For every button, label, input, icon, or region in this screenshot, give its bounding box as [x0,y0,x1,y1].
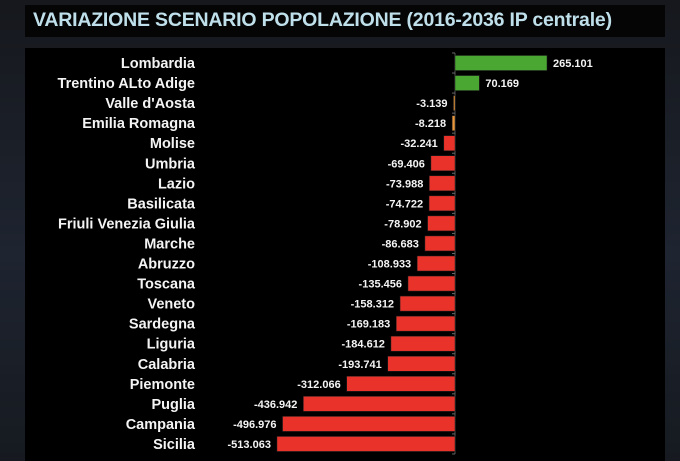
category-label: Liguria [147,337,196,353]
data-label: -8.218 [415,118,446,130]
data-label: -312.066 [297,379,340,391]
category-label: Toscana [137,277,196,293]
bar [407,275,456,292]
bar [399,295,456,312]
category-label: Molise [150,136,195,152]
bar [416,255,456,272]
data-label: -69.406 [388,158,425,170]
bar [390,335,456,352]
data-label: 265.101 [553,58,593,70]
data-label: -513.063 [228,439,271,451]
bar [454,55,548,71]
data-label: -74.722 [386,198,423,210]
data-label: -158.312 [351,299,394,311]
data-label: -78.902 [384,218,421,230]
category-label: Friuli Venezia Giulia [58,216,196,232]
data-label: -193.741 [338,359,381,371]
bar [453,95,456,111]
bar [282,416,456,432]
category-label: Sicilia [153,437,196,453]
category-label: Lombardia [121,56,196,72]
bar [430,155,456,171]
category-label: Emilia Romagna [82,116,196,132]
title-bar: VARIAZIONE SCENARIO POPOLAZIONE (2016-20… [25,5,665,37]
category-label: Marche [144,236,195,252]
data-label: -135.456 [359,279,402,291]
category-label: Umbria [145,156,196,172]
category-label: Sardegna [129,317,196,333]
category-label: Campania [126,417,196,433]
bar [276,436,456,452]
category-label: Trentino ALto Adige [58,76,195,92]
bar [454,75,480,91]
bar [346,376,456,392]
data-label: -108.933 [368,259,411,271]
data-label: -496.976 [233,419,276,431]
bar [387,356,456,372]
category-label: Basilicata [127,196,196,212]
data-label: -169.183 [347,319,390,331]
category-label: Puglia [151,397,195,413]
data-label: -184.612 [342,339,385,351]
bar [451,115,456,131]
data-label: 70.169 [485,78,519,90]
bar [396,315,456,332]
bar [424,235,456,252]
category-label: Lazio [158,176,195,192]
bar [428,195,456,212]
chart-title: VARIAZIONE SCENARIO POPOLAZIONE (2016-20… [33,9,612,31]
chart-area [25,48,665,461]
data-label: -73.988 [386,178,423,190]
bar [303,396,456,412]
data-label: -86.683 [382,238,419,250]
data-label: -3.139 [416,98,447,110]
data-label: -436.942 [254,399,297,411]
category-label: Valle d'Aosta [105,96,196,112]
category-label: Calabria [138,357,196,373]
category-label: Piemonte [130,377,195,393]
category-label: Veneto [147,297,195,313]
bar [443,135,456,151]
bar [427,215,456,232]
category-label: Abruzzo [138,257,195,273]
data-label: -32.241 [400,138,437,150]
bar [429,175,456,192]
